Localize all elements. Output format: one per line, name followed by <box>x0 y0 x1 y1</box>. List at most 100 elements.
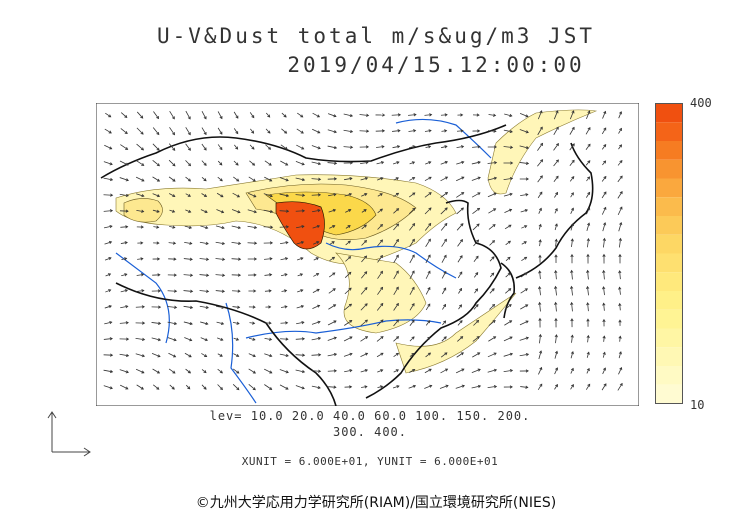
wind-arrow <box>424 192 432 198</box>
wind-arrow-head <box>221 241 226 246</box>
wind-arrow <box>136 143 144 151</box>
wind-arrow <box>505 257 511 261</box>
contour-levels-line2: 300. 400. <box>332 425 408 439</box>
wind-arrow-head <box>493 145 498 149</box>
wind-arrow <box>279 177 289 181</box>
wind-arrow <box>135 176 145 182</box>
wind-arrow <box>184 225 192 229</box>
wind-arrow <box>554 384 558 390</box>
wind-arrow <box>312 289 320 293</box>
wind-arrow <box>185 384 191 390</box>
wind-arrow <box>345 240 351 246</box>
wind-arrow-head <box>349 336 353 340</box>
wind-arrow-head <box>395 177 399 181</box>
wind-arrow-head <box>571 126 575 130</box>
wind-arrow <box>424 223 432 231</box>
wind-arrow-head <box>221 226 225 230</box>
wind-arrow <box>120 242 128 244</box>
wind-arrow-head <box>301 369 306 374</box>
wind-arrow <box>393 319 399 327</box>
wind-arrow <box>200 337 208 341</box>
wind-arrow <box>520 194 528 196</box>
wind-arrow <box>585 160 591 166</box>
wind-arrow-head <box>125 386 129 390</box>
wind-arrow <box>458 288 462 294</box>
wind-arrow-head <box>366 129 370 133</box>
wind-arrow <box>103 210 113 212</box>
colorbar-segment <box>655 103 683 123</box>
wind-arrow <box>295 338 305 340</box>
wind-arrow-head <box>188 354 192 358</box>
wind-arrow-head <box>284 257 289 261</box>
wind-arrow <box>456 352 464 358</box>
wind-arrow <box>440 368 448 374</box>
wind-arrow <box>169 209 175 213</box>
wind-arrow <box>488 320 496 326</box>
wind-arrow <box>344 177 352 181</box>
wind-arrow <box>183 258 193 260</box>
wind-arrow-head <box>509 369 514 373</box>
wind-arrow-head <box>141 163 145 166</box>
wind-arrow <box>409 303 415 311</box>
wind-arrow-head <box>317 385 321 390</box>
wind-arrow <box>312 305 320 309</box>
wind-arrow-head <box>586 269 590 273</box>
wind-arrow-head <box>395 286 399 290</box>
wind-arrow-head <box>538 270 542 274</box>
wind-arrow-head <box>412 223 416 227</box>
wind-arrow <box>539 286 541 296</box>
wind-arrow-head <box>475 271 479 276</box>
wind-arrow-head <box>173 273 177 277</box>
wind-arrow-head <box>525 177 529 181</box>
wind-arrow <box>503 353 513 357</box>
wind-arrow-head <box>252 370 256 374</box>
wind-arrow-head <box>331 241 335 245</box>
wind-arrow <box>136 384 144 390</box>
wind-arrow <box>249 337 255 341</box>
wind-arrow <box>504 209 512 213</box>
wind-arrow-head <box>364 255 368 259</box>
wind-arrow <box>474 288 478 294</box>
wind-arrow-head <box>333 193 337 197</box>
wind-arrow <box>119 193 129 197</box>
wind-arrow <box>249 112 255 118</box>
wind-arrow <box>441 239 447 247</box>
wind-arrow-head <box>269 387 273 390</box>
wind-arrow <box>135 337 145 341</box>
wind-arrow <box>392 130 400 132</box>
wind-arrow-head <box>603 383 607 387</box>
wind-arrow-head <box>156 225 160 229</box>
wind-arrow <box>152 193 160 197</box>
wind-arrow-head <box>586 334 590 339</box>
wind-arrow <box>199 274 209 276</box>
wind-arrow <box>136 160 144 166</box>
wind-arrow <box>216 305 224 309</box>
wind-arrow-head <box>459 320 463 324</box>
wind-arrow-head <box>619 144 622 148</box>
wind-arrow <box>360 369 368 373</box>
wind-arrow <box>617 191 623 199</box>
wind-arrow <box>327 320 337 326</box>
wind-arrow <box>105 289 111 293</box>
wind-arrow <box>329 241 335 245</box>
wind-arrow <box>555 302 557 312</box>
wind-arrow-head <box>364 336 369 340</box>
wind-arrow-head <box>380 161 385 165</box>
wind-arrow-head <box>300 304 305 309</box>
wind-arrow-head <box>427 320 431 324</box>
wind-arrow-head <box>332 272 336 276</box>
wind-arrow <box>521 225 527 229</box>
wind-arrow-head <box>428 129 432 133</box>
wind-arrow <box>393 255 399 263</box>
wind-arrow-head <box>317 369 322 373</box>
wind-arrow <box>587 286 589 296</box>
wind-arrow <box>151 353 161 357</box>
wind-arrow <box>184 337 192 341</box>
wind-arrow <box>263 193 273 197</box>
wind-arrow <box>377 287 383 295</box>
wind-arrow-head <box>316 273 320 276</box>
wind-arrow <box>200 321 208 325</box>
wind-arrow-head <box>364 193 368 197</box>
wind-arrow <box>327 129 337 133</box>
wind-arrow <box>232 306 240 308</box>
